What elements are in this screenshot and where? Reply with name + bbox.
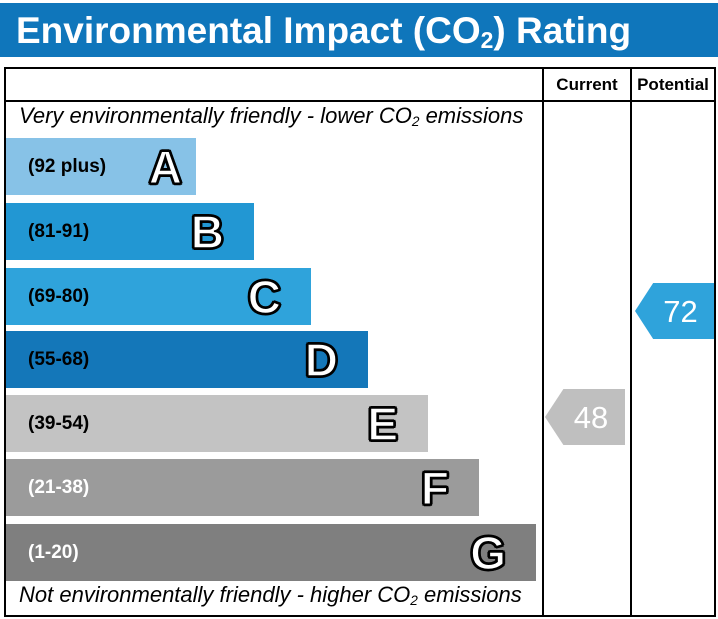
band-letter: A: [148, 140, 183, 193]
bottom-note-end: emissions: [417, 582, 522, 607]
band-letter: F: [420, 461, 450, 514]
band-row-b: (81-91) B: [6, 203, 254, 260]
band-range-label: (92 plus): [28, 155, 107, 177]
band-range-label: (1-20): [28, 541, 79, 563]
current-marker: 48: [545, 389, 625, 445]
band-row-g: (1-20) G: [6, 524, 536, 581]
bottom-note-main: Not environmentally friendly - higher CO: [19, 582, 411, 607]
potential-marker-value: 72: [663, 293, 698, 329]
top-note-main: Very environmentally friendly - lower CO: [19, 103, 412, 128]
band-range-label: (81-91): [28, 220, 90, 242]
band-letter: D: [304, 333, 339, 386]
band-row-a: (92 plus) A: [6, 138, 196, 195]
band-range-label: (69-80): [28, 285, 90, 307]
column-header-potential: Potential: [637, 74, 709, 94]
band-letter: B: [190, 205, 225, 258]
band-range-label: (55-68): [28, 348, 90, 370]
band-row-e: (39-54) E: [6, 395, 428, 452]
rating-table: Current Potential Very environmentally f…: [4, 67, 716, 617]
band-row-d: (55-68) D: [6, 331, 368, 388]
page-title-main: Environmental Impact (CO: [16, 9, 481, 51]
column-header-current: Current: [556, 74, 618, 94]
band-range-label: (21-38): [28, 476, 90, 498]
potential-marker: 72: [635, 283, 714, 339]
band-row-c: (69-80) C: [6, 268, 311, 325]
band-row-f: (21-38) F: [6, 459, 479, 516]
page-title-end: ) Rating: [493, 9, 632, 51]
title-bar: Environmental Impact (CO2) Rating: [0, 3, 718, 57]
band-letter: G: [469, 526, 506, 579]
current-column-divider: [542, 69, 544, 615]
current-marker-value: 48: [573, 399, 609, 435]
band-range-label: (39-54): [28, 412, 90, 434]
top-note: Very environmentally friendly - lower CO…: [19, 103, 523, 129]
header-divider: [6, 100, 714, 102]
band-letter: E: [367, 397, 399, 450]
co2-subscript: 2: [410, 593, 418, 609]
potential-column-divider: [630, 69, 632, 615]
page-title: Environmental Impact (CO2) Rating: [0, 9, 632, 52]
bottom-note: Not environmentally friendly - higher CO…: [19, 582, 522, 608]
co2-subscript: 2: [411, 114, 420, 130]
co2-subscript: 2: [480, 27, 494, 53]
top-note-end: emissions: [419, 103, 524, 128]
band-letter: C: [247, 270, 282, 323]
